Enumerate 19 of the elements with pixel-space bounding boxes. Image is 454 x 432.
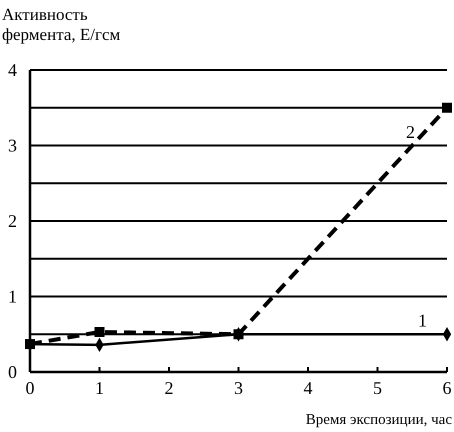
y-tick-label: 4	[8, 60, 17, 80]
y-tick-label: 1	[8, 286, 17, 306]
y-tick-label: 0	[8, 362, 17, 382]
x-tick-label: 4	[304, 378, 312, 398]
x-axis-title: Время экспозиции, час	[306, 412, 452, 428]
series-label: 2	[406, 122, 415, 142]
series-label: 1	[418, 310, 427, 330]
y-tick-label: 2	[8, 211, 17, 231]
point	[25, 339, 35, 350]
y-tick-label: 3	[8, 136, 17, 156]
x-tick-label: 2	[164, 378, 174, 398]
point	[94, 326, 104, 337]
x-tick-label: 6	[442, 378, 452, 398]
x-tick-label: 3	[234, 378, 243, 398]
point	[442, 102, 452, 113]
x-tick-label: 0	[26, 378, 34, 398]
x-tick-label: 5	[373, 378, 382, 398]
x-tick-label: 1	[95, 378, 104, 398]
y-axis-title: Активность фермента, Е/гсм	[2, 5, 121, 44]
